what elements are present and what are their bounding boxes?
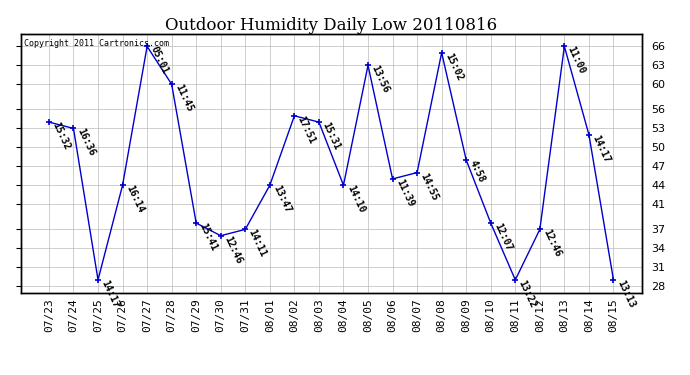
Text: 12:46: 12:46 — [222, 234, 244, 265]
Text: 15:31: 15:31 — [320, 121, 342, 152]
Text: 4:58: 4:58 — [468, 159, 486, 184]
Text: 13:13: 13:13 — [615, 279, 636, 309]
Text: 14:11: 14:11 — [247, 228, 268, 259]
Text: 14:10: 14:10 — [345, 184, 366, 214]
Text: 11:39: 11:39 — [394, 177, 415, 209]
Text: 15:02: 15:02 — [443, 51, 464, 82]
Text: 05:01: 05:01 — [148, 45, 170, 76]
Text: 11:45: 11:45 — [173, 83, 195, 114]
Text: 13:56: 13:56 — [369, 64, 391, 95]
Text: 12:07: 12:07 — [492, 222, 513, 252]
Text: 15:32: 15:32 — [50, 121, 72, 152]
Text: Copyright 2011 Cartronics.com: Copyright 2011 Cartronics.com — [23, 39, 169, 48]
Text: 14:55: 14:55 — [419, 171, 440, 202]
Text: 12:46: 12:46 — [541, 228, 563, 259]
Text: 15:41: 15:41 — [197, 222, 219, 252]
Text: 14:17: 14:17 — [99, 279, 121, 309]
Text: 16:14: 16:14 — [124, 184, 146, 214]
Text: 13:47: 13:47 — [271, 184, 293, 214]
Text: 17:51: 17:51 — [296, 114, 317, 145]
Text: 13:22: 13:22 — [517, 279, 538, 309]
Text: 11:00: 11:00 — [566, 45, 587, 76]
Title: Outdoor Humidity Daily Low 20110816: Outdoor Humidity Daily Low 20110816 — [165, 16, 497, 34]
Text: 14:17: 14:17 — [591, 134, 612, 164]
Text: 16:36: 16:36 — [75, 127, 97, 158]
